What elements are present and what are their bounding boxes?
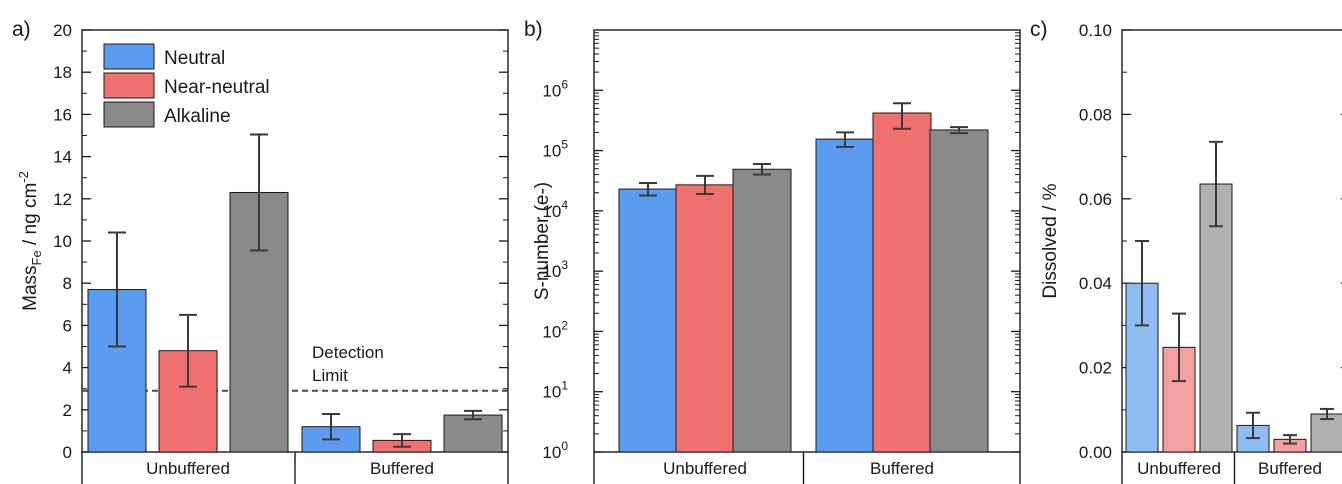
panel-letter: a) <box>12 18 31 41</box>
y-tick-label: 4 <box>63 359 72 378</box>
y-tick-label: 10 <box>53 232 72 251</box>
panel-a: 0 2 4 6 8 10 12 14 16 18 20 Detection Limit Unbuffere… <box>12 18 509 484</box>
legend-swatch <box>103 43 155 70</box>
y-axis-title: S-number (e-) <box>532 182 553 300</box>
y-axis-title: Dissolved / % <box>1040 183 1061 298</box>
panel-letter: c) <box>1030 18 1048 41</box>
legend-swatch <box>103 101 155 128</box>
y-tick-label: 105 <box>542 138 568 161</box>
bar-near-neutral <box>872 112 932 453</box>
x-category-label: Unbuffered <box>1137 459 1221 478</box>
legend-label: Alkaline <box>164 106 231 127</box>
bar-alkaline <box>1199 183 1233 453</box>
legend-swatch <box>103 72 155 99</box>
bar-alkaline <box>929 129 989 453</box>
y-tick-label: 102 <box>542 318 568 341</box>
y-tick-label: 0.02 <box>1079 359 1112 378</box>
y-tick-label: 104 <box>542 198 568 221</box>
bar-alkaline <box>1310 413 1342 453</box>
x-category-label: Buffered <box>1258 459 1322 478</box>
x-category-label: Unbuffered <box>146 459 230 478</box>
y-tick-label: 6 <box>63 316 72 335</box>
legend-label: Neutral <box>164 48 225 69</box>
y-tick-label: 0.06 <box>1079 190 1112 209</box>
y-tick-label: 0.00 <box>1079 443 1112 462</box>
y-tick-label: 101 <box>542 379 568 402</box>
y-tick-label: 20 <box>53 21 72 40</box>
y-tick-label: 0.08 <box>1079 105 1112 124</box>
y-tick-label: 0.10 <box>1079 21 1112 40</box>
x-category-label: Unbuffered <box>663 459 747 478</box>
y-tick-label: 2 <box>63 401 72 420</box>
y-tick-label: 18 <box>53 63 72 82</box>
y-axis-title: MassFe / ng cm-2 <box>16 171 44 311</box>
y-tick-label: 12 <box>53 190 72 209</box>
y-tick-label: 14 <box>53 148 72 167</box>
plot-frame <box>593 29 1021 453</box>
y-tick-label: 0.04 <box>1079 274 1112 293</box>
panel-c: 0.00 0.02 0.04 0.06 0.08 0.10 Unbuffered Buffer… <box>1030 18 1342 484</box>
y-tick-label: 100 <box>542 439 568 462</box>
detection-limit-label-2: Limit <box>312 366 348 385</box>
x-category-label: Buffered <box>870 459 934 478</box>
detection-limit-label: Detection <box>312 343 384 362</box>
x-category-label: Buffered <box>370 459 434 478</box>
legend-label: Near-neutral <box>164 77 270 98</box>
bar-alkaline <box>443 414 503 453</box>
y-tick-label: 8 <box>63 274 72 293</box>
y-tick-label: 103 <box>542 258 568 281</box>
panel-b: 100 101 102 103 104 105 106 Unbuffered Buffered b… <box>524 18 1021 484</box>
bar-alkaline <box>732 168 792 453</box>
bar-near-neutral <box>675 184 735 453</box>
y-tick-label: 16 <box>53 105 72 124</box>
y-tick-label: 106 <box>542 77 568 100</box>
panel-letter: b) <box>524 18 543 41</box>
bar-neutral <box>815 138 875 453</box>
bar-neutral <box>618 188 678 453</box>
y-tick-label: 0 <box>63 443 72 462</box>
